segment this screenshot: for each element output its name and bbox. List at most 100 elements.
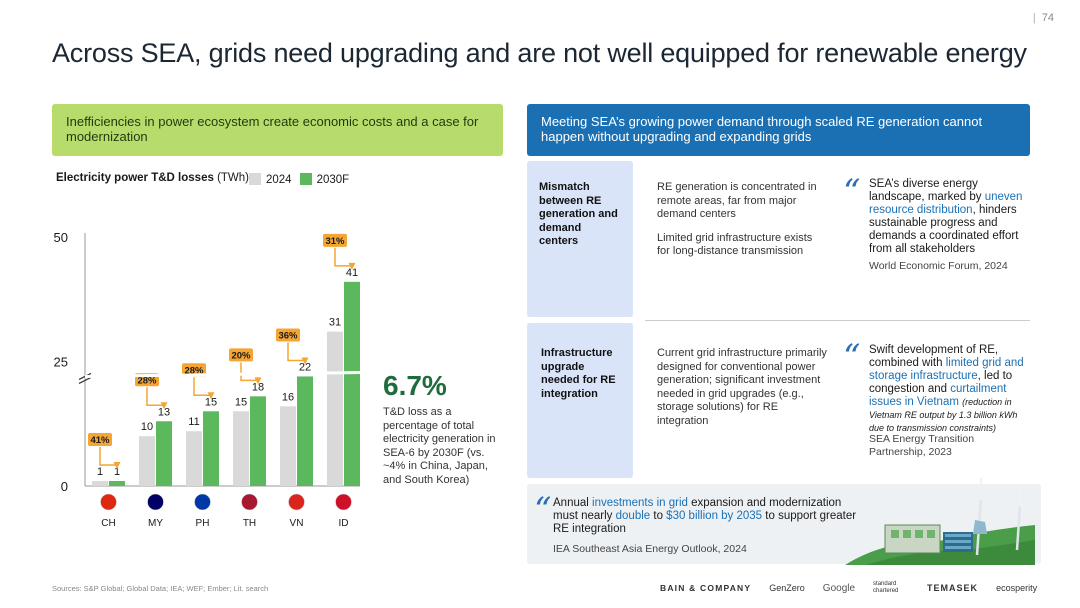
bar-2030f-ch	[109, 481, 125, 486]
quote-note: (reduction in Vietnam RE output by 1.3 b…	[869, 397, 1018, 433]
bar-2030f-id	[344, 281, 360, 486]
bar-2024-vn	[280, 406, 296, 486]
axis-break-mark	[78, 376, 92, 384]
flag-my-icon	[147, 493, 164, 511]
page-number-value: 74	[1041, 12, 1054, 24]
arrow-head-icon	[301, 357, 309, 365]
flag-id-icon	[335, 493, 352, 511]
legend-swatch-2024	[249, 173, 261, 185]
value-label-2030f: 41	[346, 267, 358, 279]
legend-item-2030f: 2030F	[299, 173, 350, 186]
quote-highlight: $30 billion by 2035	[666, 510, 763, 522]
legend-label-2030f: 2030F	[316, 174, 350, 186]
google-logo: Google	[822, 582, 856, 594]
value-label-2030f: 1	[114, 466, 120, 478]
quote-mark-icon: “	[534, 490, 552, 530]
chart-caption-title: Electricity power T&D losses	[56, 172, 214, 184]
detail-text: Limited grid infrastructure exists for l…	[657, 231, 813, 258]
footer-sources: Sources: S&P Global; Global Data; IEA; W…	[52, 584, 269, 593]
quote-text: Swift development of RE, combined with	[869, 344, 999, 369]
row-details-infrastructure: Current grid infrastructure primarily de…	[657, 347, 827, 428]
ecosperity-logo: ecosperity	[996, 583, 1038, 593]
bar-2024-id	[327, 331, 343, 486]
flag-ch-icon	[100, 493, 117, 511]
detail-text: Current grid infrastructure primarily de…	[657, 347, 827, 427]
x-tick-label: VN	[290, 518, 304, 529]
row-heading-infrastructure: Infrastructure upgrade needed for RE int…	[527, 323, 633, 478]
page-number-separator: |	[1032, 12, 1036, 24]
x-tick-label: CH	[101, 518, 115, 529]
row-details-mismatch: RE generation is concentrated in remote …	[657, 181, 827, 259]
quote-wef: SEA’s diverse energy landscape, marked b…	[869, 178, 1029, 256]
growth-arrow	[146, 387, 164, 407]
quote-mark-icon: “	[843, 172, 861, 212]
growth-arrow	[240, 362, 258, 382]
bar-2024-th	[233, 411, 249, 486]
value-label-2024: 15	[235, 396, 247, 408]
value-label-2024: 31	[329, 317, 341, 329]
slide-title: Across SEA, grids need upgrading and are…	[52, 38, 1027, 68]
quote-text: SEA’s diverse energy landscape, marked b…	[869, 178, 985, 203]
quote-source-wef: World Economic Forum, 2024	[869, 260, 1008, 272]
growth-label: 36%	[278, 330, 298, 341]
arrow-head-icon	[207, 392, 215, 400]
growth-badge	[88, 433, 112, 447]
arrow-head-icon	[254, 377, 262, 385]
td-losses-chart: 0 25 50 1 1 41% CH 10 13 28% MY 11 15 28% PH 15 18 20% TH 1…	[54, 230, 363, 529]
big-stat-description: T&D loss as a percentage of total electr…	[383, 406, 496, 486]
quote-text: expansion and modernization must nearly	[553, 497, 842, 522]
standard-chartered-logo: standard chartered	[873, 581, 899, 594]
value-label-2024: 1	[97, 466, 103, 478]
quote-text: , led to congestion and	[869, 370, 1013, 395]
growth-badge	[323, 233, 347, 247]
bar-2024-ph	[186, 431, 202, 486]
quote-text: Annual	[553, 497, 593, 509]
quote-highlight: double	[615, 510, 651, 522]
growth-arrow	[287, 342, 305, 362]
legend-item-2024: 2024	[249, 173, 292, 186]
y-tick-label: 50	[54, 230, 68, 245]
x-tick-label: PH	[196, 518, 210, 529]
bar-2030f-vn	[297, 376, 313, 486]
quote-text: to	[650, 510, 667, 522]
value-label-2024: 10	[141, 421, 153, 433]
growth-badge	[182, 363, 206, 377]
y-tick-label: 0	[61, 479, 68, 494]
growth-badge	[276, 328, 300, 342]
bar-2030f-my	[156, 421, 172, 486]
bar-2024-my	[139, 436, 155, 486]
right-banner: Meeting SEA’s growing power demand throu…	[527, 104, 1030, 156]
x-tick-label: MY	[148, 518, 163, 529]
growth-arrow	[193, 377, 211, 397]
big-stat-value: 6.7%	[383, 370, 447, 401]
value-label-2030f: 13	[158, 406, 170, 418]
row-heading-mismatch: Mismatch between RE generation and deman…	[527, 161, 633, 317]
footer-logos: BAIN & COMPANY GenZero Google standard c…	[660, 581, 1037, 595]
flag-th-icon	[241, 493, 258, 511]
bar-2024-ch	[92, 481, 108, 486]
growth-arrow	[334, 247, 352, 267]
growth-label: 28%	[184, 365, 204, 376]
arrow-head-icon	[113, 462, 121, 470]
flag-vn-icon	[288, 493, 305, 511]
bottom-quote: Annual investments in grid expansion and…	[553, 497, 858, 536]
bain-logo: BAIN & COMPANY	[660, 583, 752, 593]
chart-caption: Electricity power T&D losses (TWh)	[56, 172, 249, 184]
growth-label: 41%	[90, 435, 110, 446]
growth-badge	[229, 348, 253, 362]
value-label-2030f: 22	[299, 361, 311, 373]
value-label-2024: 16	[282, 391, 294, 403]
temasek-logo: TEMASEK	[927, 583, 979, 593]
legend-label-2024: 2024	[266, 174, 292, 186]
bottom-quote-source: IEA Southeast Asia Energy Outlook, 2024	[553, 543, 747, 555]
quote-text: to support greater RE integration	[553, 510, 857, 535]
value-label-2030f: 18	[252, 381, 264, 393]
legend-swatch-2030f	[299, 173, 312, 185]
y-tick-label: 25	[54, 355, 68, 370]
bar-2030f-ph	[203, 411, 219, 486]
quote-setp: Swift development of RE, combined with l…	[869, 344, 1034, 435]
x-tick-label: TH	[243, 518, 256, 529]
quote-text: , hinders sustainable progress and deman…	[869, 204, 1019, 255]
quote-mark-icon: “	[843, 337, 861, 377]
quote-source-setp: SEA Energy Transition Partnership, 2023	[869, 433, 975, 458]
